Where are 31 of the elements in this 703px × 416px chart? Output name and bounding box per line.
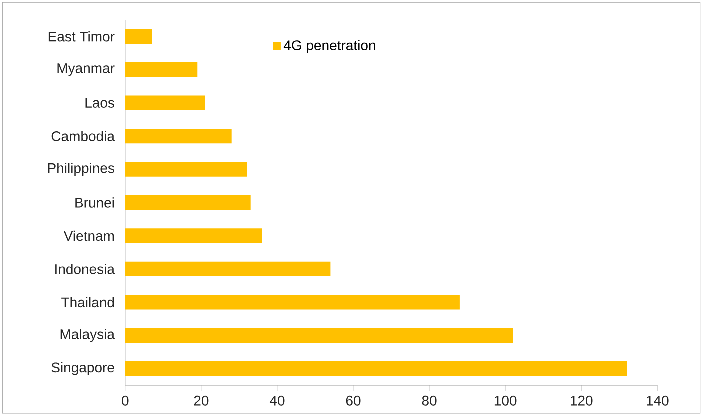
bar xyxy=(125,96,206,110)
y-tick-label: Singapore xyxy=(52,362,114,376)
y-tick-label: Myanmar xyxy=(58,63,115,76)
bar xyxy=(125,162,248,177)
y-tick-label: Laos xyxy=(86,98,114,108)
x-tick-label: 20 xyxy=(194,396,209,406)
bar xyxy=(125,228,262,244)
legend-label: 4G penetration xyxy=(284,40,376,54)
bar xyxy=(125,361,628,376)
bar xyxy=(125,328,514,343)
y-tick-label: Brunei xyxy=(76,198,114,208)
bar xyxy=(125,195,251,210)
y-tick-label: Thailand xyxy=(62,297,114,308)
x-tick-label: 40 xyxy=(270,396,285,406)
x-tick-label: 60 xyxy=(346,396,361,406)
bar xyxy=(125,128,232,144)
x-tick-label: 80 xyxy=(422,396,437,406)
x-tick-label: 120 xyxy=(570,396,593,406)
y-tick-label: Malaysia xyxy=(60,329,115,342)
y-tick-label: Philippines xyxy=(48,162,114,176)
bar xyxy=(125,62,198,78)
bar xyxy=(125,29,152,44)
x-tick-label: 0 xyxy=(122,396,129,406)
bar xyxy=(125,295,460,310)
y-tick-label: East Timor xyxy=(48,31,115,42)
x-tick-label: 140 xyxy=(647,396,669,406)
x-tick-label: 100 xyxy=(494,396,517,406)
y-tick-label: Vietnam xyxy=(64,230,114,242)
y-tick-label: Cambodia xyxy=(52,131,115,142)
bar xyxy=(125,262,331,276)
y-tick-label: Indonesia xyxy=(56,264,115,274)
